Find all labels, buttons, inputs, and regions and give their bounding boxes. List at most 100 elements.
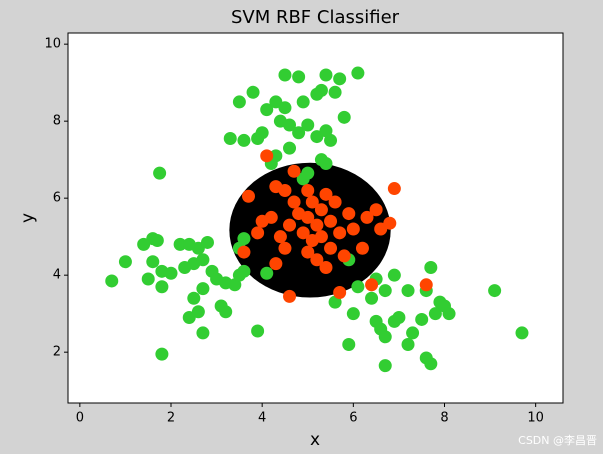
y-tick-label: 2	[53, 345, 61, 360]
point	[360, 210, 374, 224]
point	[146, 255, 160, 269]
point	[305, 195, 319, 209]
watermark: CSDN @李昌晋	[518, 433, 597, 447]
point	[301, 166, 315, 180]
point	[251, 226, 265, 240]
point	[378, 359, 392, 373]
point	[251, 324, 265, 338]
point	[328, 295, 342, 309]
point	[383, 216, 397, 230]
point	[310, 253, 324, 267]
point	[328, 85, 342, 99]
point	[314, 203, 328, 217]
y-axis-label: y	[18, 213, 38, 223]
point	[296, 95, 310, 109]
point	[155, 280, 169, 294]
point	[319, 157, 333, 171]
point	[292, 126, 306, 140]
plot-frame	[67, 32, 564, 404]
point	[164, 266, 178, 280]
point	[488, 284, 502, 298]
point	[228, 278, 242, 292]
point	[155, 347, 169, 361]
point	[337, 110, 351, 124]
point	[378, 284, 392, 298]
point	[187, 291, 201, 305]
point	[424, 260, 438, 274]
point	[319, 68, 333, 82]
point	[301, 245, 315, 259]
point	[264, 210, 278, 224]
point	[150, 234, 164, 248]
point	[278, 68, 292, 82]
point	[515, 326, 529, 340]
point	[401, 337, 415, 351]
point	[287, 195, 301, 209]
point	[237, 232, 251, 246]
point	[255, 126, 269, 140]
point	[237, 264, 251, 278]
point	[415, 312, 429, 326]
point	[191, 305, 205, 319]
point	[337, 249, 351, 263]
point	[387, 182, 401, 196]
x-tick-label: 8	[440, 411, 448, 426]
point	[310, 218, 324, 232]
point	[153, 166, 167, 180]
point	[196, 253, 210, 267]
point	[237, 245, 251, 259]
point	[346, 307, 360, 321]
point	[196, 326, 210, 340]
point	[365, 291, 379, 305]
point	[237, 133, 251, 147]
point	[324, 133, 338, 147]
point	[419, 278, 433, 292]
point	[401, 284, 415, 298]
point	[260, 149, 274, 163]
point	[351, 66, 365, 80]
point	[328, 195, 342, 209]
point	[387, 268, 401, 282]
chart-title: SVM RBF Classifier	[231, 7, 400, 28]
x-tick-label: 10	[527, 411, 544, 426]
point	[301, 118, 315, 132]
point	[346, 222, 360, 236]
point	[319, 124, 333, 138]
y-tick-label: 4	[53, 268, 61, 283]
point	[314, 230, 328, 244]
point	[241, 189, 255, 203]
point	[283, 289, 297, 303]
point	[333, 286, 347, 300]
y-tick-label: 8	[53, 114, 61, 129]
point	[246, 85, 260, 99]
point	[437, 299, 451, 313]
point	[392, 311, 406, 325]
point	[314, 83, 328, 97]
point	[292, 70, 306, 84]
point	[196, 282, 210, 296]
point	[351, 280, 365, 294]
y-tick-label: 10	[44, 37, 61, 52]
point	[223, 131, 237, 145]
point	[324, 241, 338, 255]
point	[283, 118, 297, 132]
point	[369, 203, 383, 217]
point	[406, 326, 420, 340]
point	[319, 187, 333, 201]
point	[324, 214, 338, 228]
point	[319, 260, 333, 274]
point	[278, 241, 292, 255]
point	[378, 330, 392, 344]
x-axis-label: x	[310, 430, 320, 450]
point	[283, 218, 297, 232]
point	[365, 278, 379, 292]
point	[355, 241, 369, 255]
point	[260, 103, 274, 117]
point	[273, 230, 287, 244]
point	[200, 235, 214, 249]
point	[301, 183, 315, 197]
point	[428, 307, 442, 321]
point	[342, 207, 356, 221]
point	[173, 237, 187, 251]
